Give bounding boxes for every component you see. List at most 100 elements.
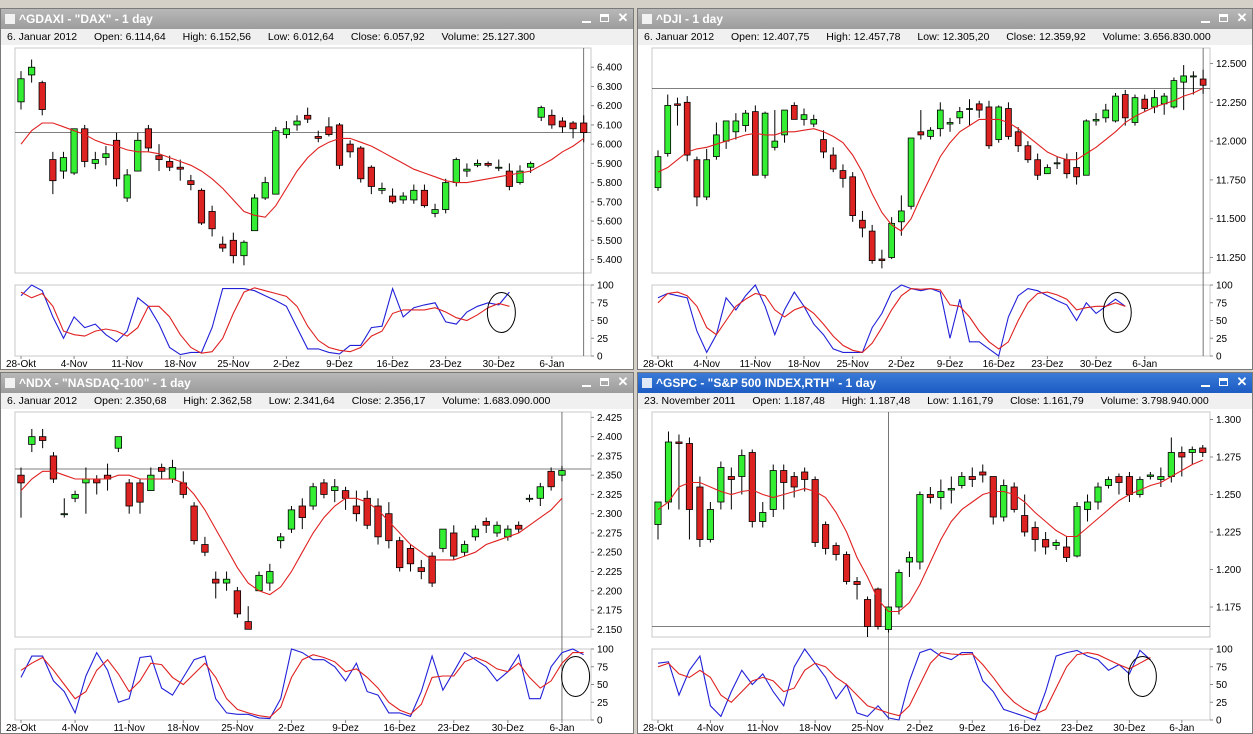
candle: [460, 540, 469, 557]
candle-body: [431, 209, 439, 214]
price-tick-label: 5.800: [597, 178, 622, 189]
chart-window-gspc[interactable]: ^GSPC - "S&P 500 INDEX,RTH" - 1 day ✕ 23…: [637, 372, 1253, 734]
candle-body: [685, 443, 693, 510]
chart-svg[interactable]: 2.425 2.400 2.375 2.350 2.325 2.300 2.275 2.250…: [1, 409, 633, 733]
candle-body: [537, 107, 545, 118]
x-tick-label: 6-Jan: [1132, 359, 1157, 369]
candle-body: [187, 180, 195, 185]
price-tick-label: 2.425: [597, 413, 622, 424]
maximize-button[interactable]: [1216, 11, 1232, 27]
minimize-button[interactable]: [579, 375, 595, 391]
candle-body: [863, 599, 872, 627]
candle: [888, 217, 895, 260]
candle: [810, 114, 818, 128]
chart-window-ndx[interactable]: ^NDX - "NASDAQ-100" - 1 day ✕ 6. Januar …: [0, 372, 634, 734]
candle-body: [229, 239, 237, 257]
low-value: 1.161,79: [952, 395, 994, 407]
close-button[interactable]: ✕: [617, 10, 629, 25]
candle-body: [769, 470, 777, 510]
price-tick-label: 2.375: [597, 451, 622, 462]
candle-body: [505, 170, 513, 187]
chart-svg[interactable]: 1.300 1.275 1.250 1.225 1.200 1.175 100 75 50 25 0…: [638, 409, 1252, 733]
candle-body: [287, 509, 296, 530]
candle: [471, 525, 480, 541]
maximize-button[interactable]: [597, 11, 613, 27]
candle: [853, 577, 861, 600]
minimize-button[interactable]: [1198, 11, 1214, 27]
maximize-button[interactable]: [1216, 375, 1232, 391]
candle: [1052, 539, 1060, 550]
candle: [849, 172, 857, 222]
maximize-button[interactable]: [597, 375, 613, 391]
candle-body: [282, 128, 291, 135]
candle: [537, 105, 545, 122]
open-value: 1.187,48: [783, 395, 825, 407]
candle: [985, 100, 993, 149]
candle-body: [38, 82, 46, 110]
candle-body: [946, 122, 954, 125]
chart-window-dji[interactable]: ^DJI - 1 day ✕ 6. Januar 2012 Open: 12.40…: [637, 8, 1253, 370]
candle: [314, 130, 322, 143]
price-tick-label: 11.750: [1216, 175, 1246, 186]
candle: [917, 110, 925, 140]
price-tick-label: 2.250: [597, 548, 622, 559]
candle-body: [417, 567, 425, 572]
candle: [442, 178, 450, 214]
candle: [59, 151, 68, 179]
price-tick-label: 2.150: [597, 625, 622, 636]
candle: [1082, 119, 1090, 176]
candle-body: [558, 120, 567, 128]
candle-body: [975, 103, 983, 111]
candle: [1042, 532, 1050, 555]
candle-body: [1121, 94, 1129, 119]
candle: [905, 551, 913, 577]
minimize-button[interactable]: [579, 11, 595, 27]
candle: [989, 476, 997, 525]
candle: [654, 501, 662, 540]
candle-body: [59, 157, 68, 172]
x-tick-label: 9-Dez: [959, 723, 986, 733]
candle-body: [569, 122, 577, 130]
candle: [1180, 65, 1187, 111]
price-tick-label: 1.175: [1216, 603, 1241, 614]
candle: [144, 124, 152, 152]
candle-body: [820, 139, 827, 153]
close-button[interactable]: ✕: [1236, 10, 1248, 25]
window-title: ^NDX - "NASDAQ-100" - 1 day: [19, 376, 191, 390]
x-tick-label: 18-Nov: [788, 359, 820, 369]
candle-body: [674, 103, 681, 106]
candle-body: [832, 545, 840, 555]
candle-body: [1131, 97, 1139, 123]
x-tick-label: 16-Dez: [983, 359, 1015, 369]
chart-svg[interactable]: 6.400 6.300 6.200 6.100 6.000 5.900 5.800 5.700…: [1, 45, 633, 369]
candle: [385, 502, 393, 549]
oscillator-pane: [14, 284, 592, 357]
candle: [1063, 536, 1071, 562]
candle-body: [664, 441, 673, 503]
window-titlebar[interactable]: ^GDAXI - "DAX" - 1 day ✕: [1, 9, 633, 29]
candle: [868, 224, 876, 264]
x-tick-label: 30-Dez: [483, 359, 515, 369]
minimize-button[interactable]: [1198, 375, 1214, 391]
candle-body: [396, 540, 404, 569]
x-tick-label: 9-Dez: [332, 723, 359, 733]
window-titlebar[interactable]: ^GSPC - "S&P 500 INDEX,RTH" - 1 day ✕: [638, 373, 1252, 393]
osc-tick-label: 50: [597, 316, 609, 327]
candle: [801, 467, 809, 492]
candle: [946, 117, 954, 132]
candle: [420, 184, 429, 208]
chart-window-dax[interactable]: ^GDAXI - "DAX" - 1 day ✕ 6. Januar 2012 …: [0, 8, 634, 370]
osc-tick-label: 50: [1216, 680, 1228, 691]
x-tick-label: 16-Dez: [376, 359, 408, 369]
chart-svg[interactable]: 12.500 12.250 12.000 11.750 11.500 11.250 100 7…: [638, 45, 1252, 369]
candle: [569, 121, 577, 139]
close-button[interactable]: ✕: [617, 374, 629, 389]
window-titlebar[interactable]: ^NDX - "NASDAQ-100" - 1 day ✕: [1, 373, 633, 393]
close-button[interactable]: ✕: [1236, 374, 1248, 389]
stochastic-k-line: [657, 284, 1126, 357]
window-titlebar[interactable]: ^DJI - 1 day ✕: [638, 9, 1252, 29]
osc-tick-label: 25: [597, 698, 609, 709]
candle: [580, 115, 588, 143]
candle: [266, 563, 274, 591]
candle-body: [780, 470, 788, 483]
